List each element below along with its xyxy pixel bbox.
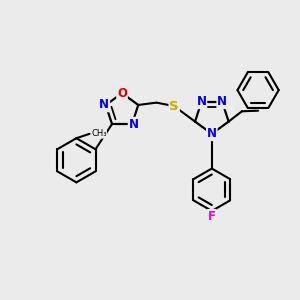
Text: N: N <box>99 98 109 112</box>
Text: F: F <box>208 210 216 223</box>
Text: N: N <box>128 118 139 130</box>
Text: S: S <box>169 100 179 113</box>
Text: N: N <box>196 95 206 108</box>
Text: CH₃: CH₃ <box>91 129 106 138</box>
Text: N: N <box>217 95 227 108</box>
Text: N: N <box>207 127 217 140</box>
Text: O: O <box>117 87 127 100</box>
